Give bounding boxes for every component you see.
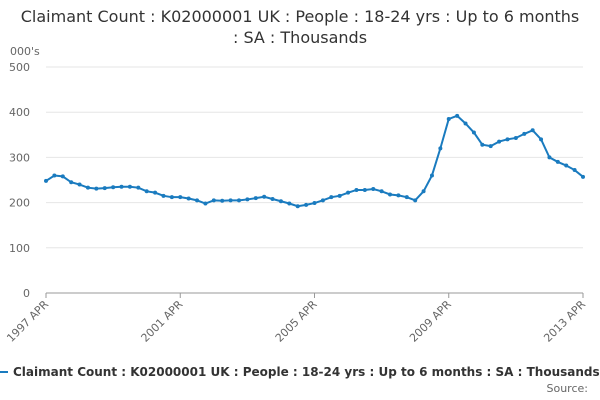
point [555,159,560,164]
point [388,192,393,197]
point [278,199,283,204]
point [471,130,476,135]
point [136,185,141,190]
point [119,184,124,189]
point [488,144,493,149]
x-tick-label: 1997 APR [4,298,51,345]
point [220,198,225,203]
point [581,174,585,179]
point [127,184,132,189]
point [480,142,485,147]
point [354,187,359,192]
point [362,187,367,192]
point [530,128,535,133]
point [379,189,384,194]
point [94,186,99,191]
y-axis-label: 000's [10,45,40,58]
chart-title: Claimant Count : K02000001 UK : People :… [20,7,580,47]
point [513,135,518,140]
point [102,186,107,191]
y-tick-label: 100 [9,242,30,255]
point [77,182,82,187]
point [371,187,376,192]
point [455,113,460,118]
point [111,185,116,190]
point [564,163,569,168]
point [505,137,510,142]
point [144,189,149,194]
point [262,194,267,199]
point [60,174,65,179]
point [52,173,57,178]
y-tick-label: 0 [23,287,30,300]
point [304,202,309,207]
point [497,139,502,144]
point [413,198,418,203]
point [203,201,208,206]
y-tick-label: 200 [9,197,30,210]
point [539,137,544,142]
x-tick-label: 2013 APR [541,298,588,345]
point [153,190,158,195]
point [287,201,292,206]
point [438,146,443,151]
point [270,196,275,201]
point [429,173,434,178]
point [446,116,451,121]
point [329,195,334,200]
y-tick-label: 400 [9,106,30,119]
x-tick-label: 2009 APR [407,298,454,345]
x-tick-label: 2005 APR [273,298,320,345]
point [522,131,527,136]
point [236,198,241,203]
point [253,196,258,201]
point [346,190,351,195]
point [195,198,200,203]
point [44,178,48,183]
point [245,197,250,202]
point [69,180,74,185]
point [572,168,577,173]
point [404,195,409,200]
point [396,193,401,198]
point [228,198,233,203]
y-tick-label: 500 [9,61,30,74]
point [463,121,468,126]
series-line [45,114,584,208]
point [161,193,166,198]
point [169,195,174,200]
x-tick-label: 2001 APR [138,298,185,345]
point [337,193,342,198]
point [186,196,191,201]
point [421,189,426,194]
point [312,201,317,206]
point [211,198,216,203]
source-label: Source: [547,382,589,395]
y-tick-label: 300 [9,151,30,164]
point [547,155,552,160]
legend-label: Claimant Count : K02000001 UK : People :… [13,365,600,379]
point [295,204,300,209]
point [320,198,325,203]
point [178,195,183,200]
point [85,185,90,190]
